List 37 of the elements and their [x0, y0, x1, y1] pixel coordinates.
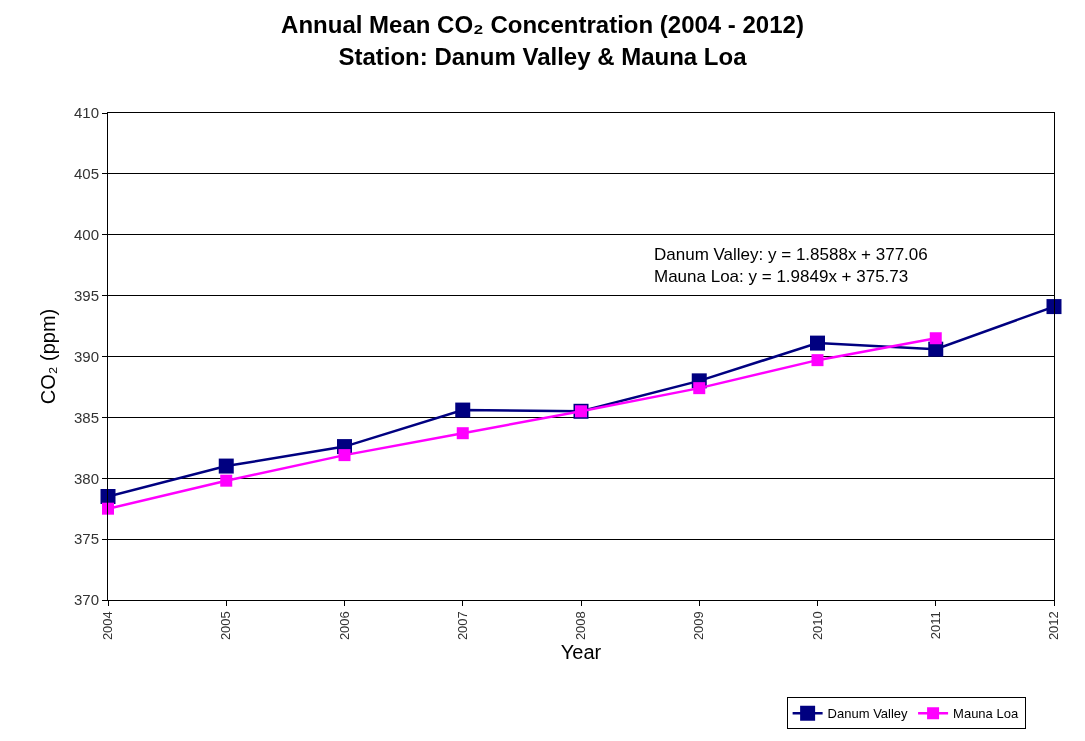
y-tick-label: 375 [73, 530, 99, 548]
x-tick-label: 2005 [218, 611, 234, 641]
point [929, 332, 942, 345]
point [218, 458, 234, 474]
y-tick-label: 390 [73, 347, 99, 365]
x-tick-label: 2008 [573, 611, 589, 641]
point [456, 427, 469, 440]
x-tick-label: 2012 [1046, 611, 1062, 641]
y-tick-label: 380 [73, 469, 99, 487]
point [810, 335, 825, 351]
x-tick-label: 2004 [100, 611, 116, 641]
x-tick-label: 2011 [927, 611, 943, 640]
legend-label: Danum Valley [827, 706, 909, 722]
y-tick-label: 385 [73, 408, 99, 426]
point [455, 402, 471, 418]
y-tick-label: 395 [73, 286, 99, 304]
point [811, 354, 824, 367]
point [338, 449, 351, 462]
point [1046, 299, 1062, 315]
point [102, 502, 114, 515]
y-tick-label: 370 [73, 591, 99, 609]
y-tick-label: 400 [73, 226, 99, 243]
chart-title: Annual Mean CO₂ Concentration (2004 - 2012) [281, 11, 804, 39]
x-tick-label: 2006 [336, 611, 352, 641]
point [220, 474, 233, 487]
x-tick-label: 2010 [809, 611, 825, 641]
annotation: Danum Valley: y = 1.8588x + 377.06 [654, 245, 928, 264]
point [693, 382, 706, 395]
x-axis-title: Year [560, 640, 602, 663]
y-axis-title: CO₂ (ppm) [37, 308, 60, 405]
x-tick-label: 2009 [691, 611, 707, 641]
legend-label: Mauna Loa [953, 706, 1019, 722]
y-tick-label: 410 [73, 104, 99, 122]
annotation: Mauna Loa: y = 1.9849x + 375.73 [654, 267, 909, 286]
y-tick-label: 405 [73, 165, 99, 183]
chart-subtitle: Station: Danum Valley & Mauna Loa [338, 42, 748, 70]
x-tick-label: 2007 [454, 611, 470, 641]
